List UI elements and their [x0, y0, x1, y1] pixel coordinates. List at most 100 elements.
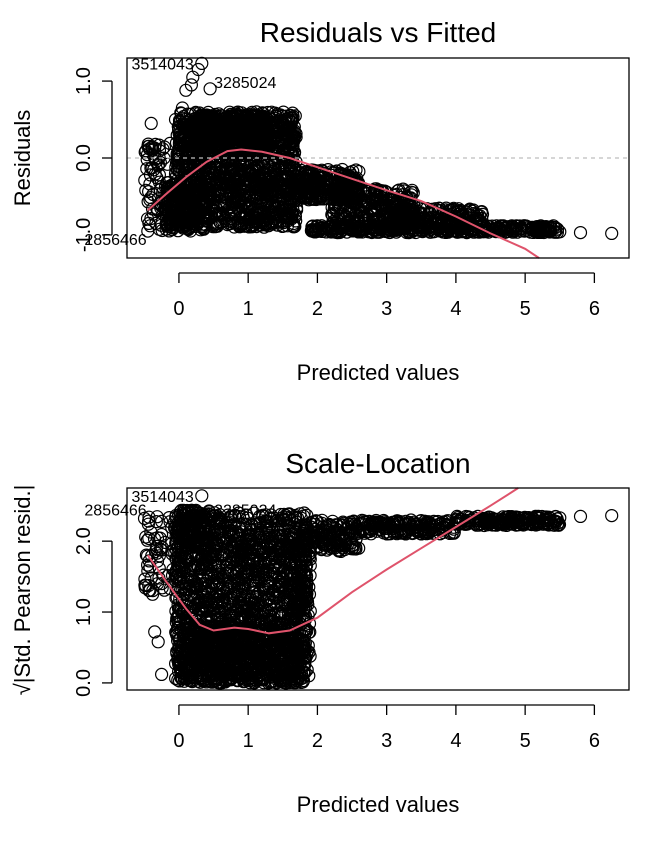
data-point — [170, 611, 184, 626]
data-point — [214, 568, 228, 582]
data-point — [382, 225, 396, 239]
data-point — [271, 214, 285, 228]
data-point — [280, 516, 294, 531]
point-label: 3514043 — [131, 56, 193, 73]
data-point — [504, 221, 518, 235]
data-point — [215, 208, 229, 222]
data-point — [210, 589, 224, 604]
chart-title: Scale-Location — [285, 448, 470, 479]
data-point — [184, 213, 198, 227]
data-point — [145, 202, 160, 216]
data-point — [252, 586, 266, 600]
x-axis-label: Predicted values — [297, 360, 460, 385]
data-point — [234, 198, 248, 213]
data-point — [257, 115, 271, 129]
data-point — [172, 127, 186, 141]
data-point — [181, 575, 195, 590]
y-tick-label: -1.0 — [73, 218, 95, 252]
data-point — [270, 169, 284, 183]
data-point — [186, 70, 200, 84]
data-point — [214, 601, 228, 615]
data-point — [333, 219, 347, 233]
data-point — [432, 201, 446, 215]
data-point — [215, 215, 229, 229]
data-point — [370, 219, 384, 233]
data-point — [232, 509, 247, 524]
x-tick-label: 5 — [520, 298, 531, 320]
y-tick-label: 0.0 — [73, 144, 95, 172]
data-point — [212, 559, 226, 573]
data-point — [182, 216, 196, 230]
data-point — [224, 523, 238, 538]
data-point — [262, 136, 276, 150]
data-point — [257, 541, 271, 555]
data-point — [260, 612, 274, 627]
data-point — [210, 124, 224, 138]
data-point — [342, 191, 356, 205]
data-point — [162, 186, 176, 200]
data-point — [195, 556, 209, 570]
data-point — [147, 163, 161, 177]
x-tick-label: 0 — [173, 298, 184, 320]
data-point — [295, 183, 310, 197]
data-point — [270, 188, 284, 203]
y-axis: -1.00.01.0 — [73, 67, 113, 252]
data-point — [144, 212, 158, 226]
data-point — [253, 509, 267, 524]
data-point — [536, 221, 550, 235]
data-point — [250, 175, 264, 189]
data-point — [263, 205, 277, 219]
data-point — [225, 127, 239, 141]
data-point — [217, 520, 231, 534]
data-point — [226, 165, 241, 179]
data-point — [391, 219, 405, 233]
data-point — [145, 140, 159, 154]
data-point — [404, 191, 418, 205]
data-point — [327, 192, 341, 207]
data-point — [154, 201, 168, 215]
data-point — [201, 568, 215, 582]
data-point — [227, 220, 241, 234]
data-point — [242, 188, 257, 203]
data-point — [416, 225, 430, 239]
data-point — [151, 159, 165, 173]
data-point — [151, 204, 165, 218]
data-point — [335, 222, 349, 237]
data-point — [224, 161, 238, 175]
data-point — [197, 221, 211, 235]
data-point — [164, 199, 179, 213]
data-point — [196, 184, 210, 198]
data-point — [232, 520, 246, 534]
data-point — [207, 132, 221, 146]
data-point — [246, 574, 260, 588]
data-point — [317, 170, 331, 184]
data-point — [199, 189, 213, 203]
data-point — [267, 595, 281, 610]
data-point — [407, 207, 421, 221]
data-point — [242, 215, 257, 229]
data-point — [273, 514, 287, 528]
data-point — [350, 190, 364, 204]
data-point — [513, 219, 527, 233]
data-point — [248, 178, 262, 192]
data-point — [359, 219, 373, 234]
data-point — [605, 226, 619, 240]
data-point — [191, 177, 205, 191]
data-point — [224, 528, 238, 543]
data-point — [273, 160, 287, 174]
data-point — [307, 192, 321, 206]
data-point — [270, 599, 284, 613]
data-point — [308, 170, 322, 184]
data-point — [364, 221, 378, 235]
points-layer — [138, 56, 619, 240]
data-point — [306, 219, 320, 233]
data-point — [191, 602, 206, 617]
data-point — [389, 220, 403, 234]
data-point — [163, 136, 177, 150]
data-point — [326, 182, 340, 196]
data-point — [219, 566, 233, 580]
data-point — [146, 187, 160, 201]
data-point — [268, 551, 282, 565]
data-point — [252, 111, 266, 125]
